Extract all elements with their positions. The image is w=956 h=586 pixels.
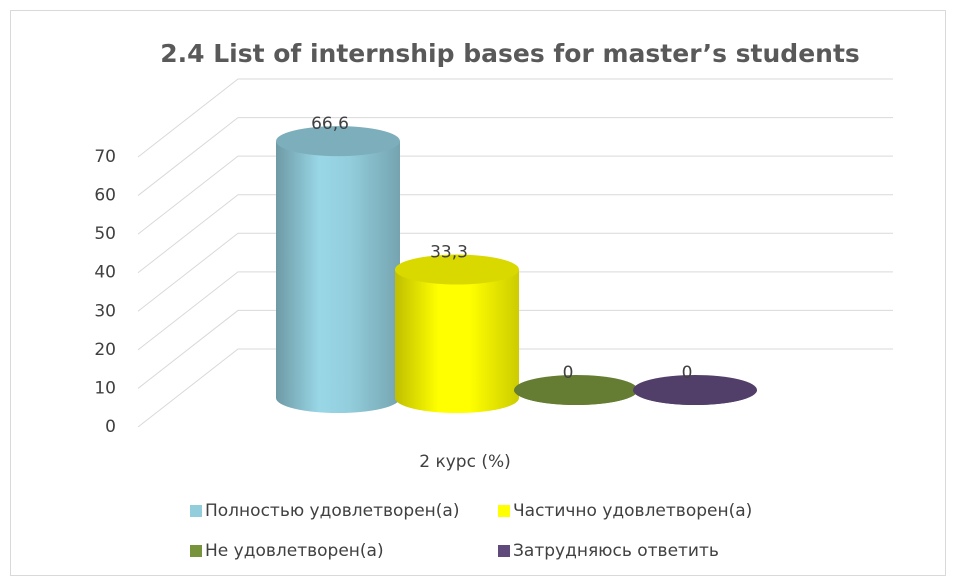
y-tick-label: 30 — [94, 301, 116, 321]
y-tick-label: 10 — [94, 378, 116, 398]
chart-title: 2.4 List of internship bases for master’… — [160, 39, 860, 68]
cylinder-body — [276, 141, 400, 413]
grid-line — [137, 348, 893, 428]
y-tick-label: 20 — [94, 340, 116, 360]
y-tick-label: 60 — [94, 186, 116, 206]
grid-line — [137, 232, 893, 312]
legend-swatch — [498, 505, 510, 517]
legend-label: Частично удовлетворен(а) — [513, 501, 752, 521]
value-label: 33,3 — [430, 243, 468, 263]
y-tick-label: 70 — [94, 147, 116, 167]
grid-line — [137, 309, 893, 389]
cylinder-body — [395, 269, 519, 413]
legend-label: Затрудняюсь ответить — [513, 541, 719, 561]
y-tick-label: 40 — [94, 263, 116, 283]
legend-label: Не удовлетворен(а) — [205, 541, 384, 561]
grid-line — [137, 78, 893, 158]
value-label: 0 — [682, 363, 693, 383]
legend-label: Полностью удовлетворен(а) — [205, 501, 459, 521]
grid-line — [137, 271, 893, 351]
y-tick-label: 0 — [105, 417, 116, 437]
legend-swatch — [190, 545, 202, 557]
value-label: 0 — [563, 363, 574, 383]
y-tick-label: 50 — [94, 224, 116, 244]
grid-line — [137, 155, 893, 235]
cylinder-top — [276, 126, 400, 157]
grid-line — [137, 194, 893, 274]
cylinder-top — [395, 254, 519, 285]
value-label: 66,6 — [311, 114, 349, 134]
legend-swatch — [190, 505, 202, 517]
x-tick-label: 2 курс (%) — [419, 452, 511, 472]
grid-line — [137, 117, 893, 196]
legend-swatch — [498, 545, 510, 557]
cylinder-top — [633, 375, 757, 405]
cylinder-top — [514, 375, 638, 405]
